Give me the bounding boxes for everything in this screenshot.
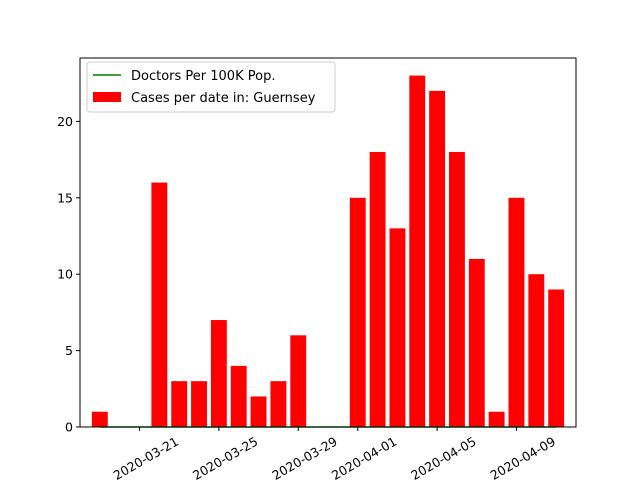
y-tick-label-5: 5 <box>65 343 73 358</box>
bar-2020-04-01 <box>349 197 366 427</box>
y-tick-label-20: 20 <box>57 114 73 129</box>
x-tick-label-2020-04-09: 2020-04-09 <box>488 434 558 480</box>
legend-label-doctors: Doctors Per 100K Pop. <box>131 69 275 84</box>
x-tick-label-2020-03-25: 2020-03-25 <box>190 434 260 480</box>
bar-2020-03-22 <box>151 182 168 427</box>
bar-2020-03-24 <box>191 381 207 427</box>
x-tick-label-2020-03-29: 2020-03-29 <box>269 434 339 480</box>
bar-2020-03-25 <box>210 320 227 427</box>
bar-2020-04-11 <box>548 289 565 427</box>
x-tick-label-2020-03-21: 2020-03-21 <box>111 434 181 480</box>
x-tick-label-2020-04-01: 2020-04-01 <box>329 434 399 480</box>
bars-group <box>91 75 565 427</box>
bar-2020-04-08 <box>488 411 505 427</box>
x-axis: 2020-03-21 2020-03-25 2020-03-292020-04-01… <box>111 427 558 480</box>
bar-2020-03-29 <box>290 335 307 427</box>
x-tick-label-2020-04-05: 2020-04-05 <box>408 434 478 480</box>
bar-2020-04-09 <box>508 197 525 427</box>
plot-frame <box>79 57 577 428</box>
bar-2020-04-03 <box>389 228 406 427</box>
legend-box <box>86 61 336 113</box>
bar-2020-04-07 <box>468 258 485 427</box>
y-axis: 0 5 10 15 20 <box>57 114 80 435</box>
legend-bar-swatch <box>93 92 121 102</box>
legend: Doctors Per 100K Pop. Cases per date in:… <box>86 61 336 113</box>
bar-2020-03-26 <box>230 365 247 427</box>
bar-2020-03-23 <box>171 381 188 427</box>
y-tick-label-15: 15 <box>57 190 73 205</box>
bar-2020-04-05 <box>429 90 446 427</box>
bar-2020-03-19 <box>91 411 108 427</box>
y-tick-label-10: 10 <box>57 267 73 282</box>
bar-2020-04-06 <box>449 151 465 427</box>
bar-2020-04-02 <box>369 151 386 427</box>
bar-2020-04-04 <box>409 75 426 427</box>
bar-2020-03-27 <box>250 396 267 427</box>
bar-2020-04-10 <box>528 274 545 427</box>
y-tick-label-0: 0 <box>65 420 73 435</box>
bar-2020-03-28 <box>270 381 287 427</box>
legend-label-cases: Cases per date in: Guernsey <box>131 91 316 106</box>
